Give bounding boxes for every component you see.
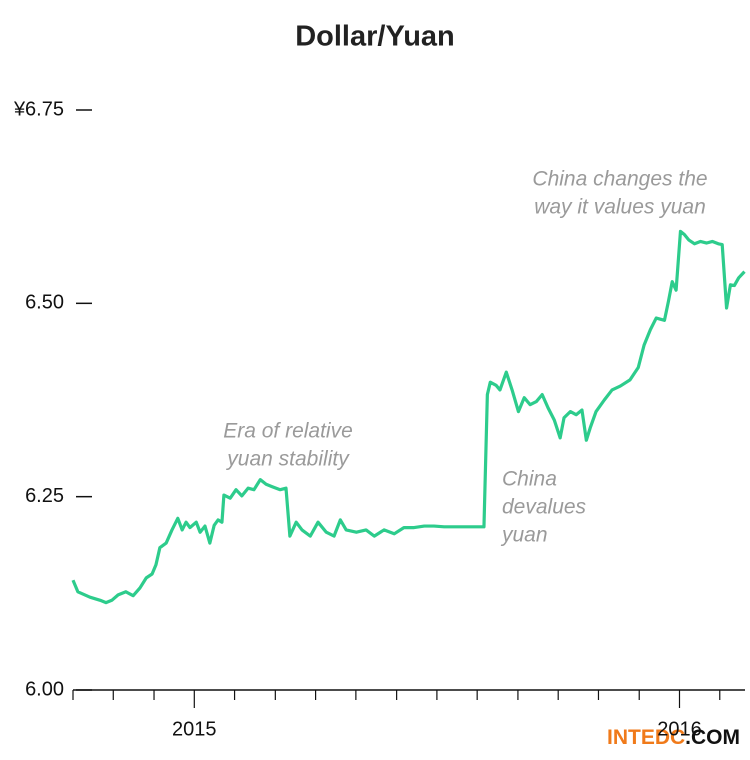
annotation-line: way it values yuan: [534, 196, 706, 219]
annotation-line: yuan stability: [225, 448, 350, 471]
y-tick-label: ¥6.75: [13, 98, 64, 120]
series-line: [71, 229, 746, 605]
x-tick-label: 2015: [172, 718, 217, 740]
y-tick-label: 6.50: [25, 292, 64, 314]
annotation-line: yuan: [500, 524, 548, 547]
chart-title: Dollar/Yuan: [295, 21, 455, 53]
watermark-brand: INTEDC: [607, 726, 685, 749]
watermark-suffix: .COM: [685, 726, 740, 749]
watermark: INTEDC.COM: [607, 726, 740, 749]
y-tick-label: 6.00: [25, 678, 64, 700]
annotation-line: Era of relative: [223, 420, 353, 443]
y-tick-label: 6.25: [25, 485, 64, 507]
annotation-line: China: [502, 468, 557, 491]
annotation-line: China changes the: [532, 168, 707, 191]
x-tick-label: 2016: [657, 718, 702, 740]
annotation-line: devalues: [502, 496, 587, 519]
